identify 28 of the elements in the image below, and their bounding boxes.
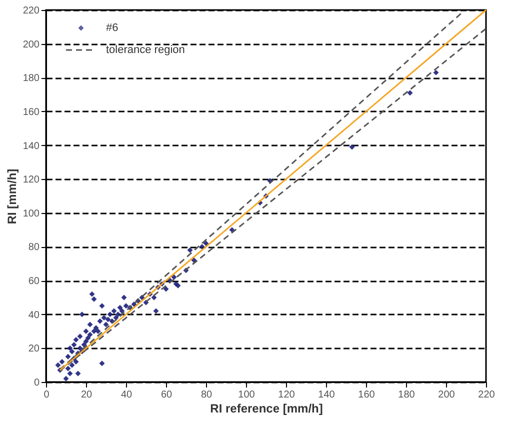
y-tick-label: 0: [34, 378, 40, 388]
y-tick-label: 60: [28, 276, 40, 288]
x-tick-label: 160: [358, 390, 376, 400]
y-tick-label: 120: [22, 174, 40, 186]
x-tick-label: 100: [238, 390, 256, 400]
y-tick-label: 140: [22, 140, 40, 152]
y-tick-label: 20: [28, 344, 40, 355]
y-tick-label: 200: [22, 39, 40, 50]
y-tick-label: 220: [22, 6, 40, 16]
y-tick-label: 40: [28, 310, 40, 321]
legend-label: tolerance region: [106, 44, 185, 56]
x-tick-label: 120: [278, 390, 296, 400]
x-tick-label: 80: [200, 390, 212, 400]
y-axis-title: RI [mm/h]: [4, 168, 19, 224]
x-tick-label: 60: [160, 390, 172, 400]
y-tick-label: 160: [22, 106, 40, 118]
x-tick-label: 140: [318, 390, 336, 400]
x-tick-label: 40: [120, 390, 132, 400]
x-tick-label: 200: [438, 390, 456, 400]
x-axis-title: RI reference [mm/h]: [210, 402, 323, 416]
y-tick-label: 180: [22, 73, 40, 84]
x-tick-label: 180: [398, 390, 416, 400]
x-tick-label: 0: [44, 390, 50, 400]
x-tick-label: 220: [478, 390, 496, 400]
legend-label: #6: [106, 22, 118, 34]
y-tick-label: 100: [22, 208, 40, 220]
x-tick-label: 20: [80, 390, 92, 400]
y-tick-label: 80: [28, 242, 40, 254]
